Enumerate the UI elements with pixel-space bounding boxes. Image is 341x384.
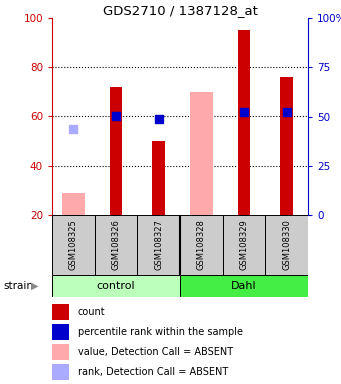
Text: control: control — [97, 281, 135, 291]
Text: Dahl: Dahl — [231, 281, 257, 291]
Text: rank, Detection Call = ABSENT: rank, Detection Call = ABSENT — [78, 367, 228, 377]
Text: GSM108327: GSM108327 — [154, 220, 163, 270]
Point — [284, 109, 290, 115]
Bar — [152, 141, 165, 215]
Bar — [52, 275, 180, 297]
Bar — [265, 215, 308, 275]
Text: GSM108325: GSM108325 — [69, 220, 78, 270]
Bar — [52, 344, 69, 360]
Bar — [52, 304, 69, 320]
Text: GSM108329: GSM108329 — [239, 220, 249, 270]
Point — [113, 113, 119, 119]
Point — [71, 126, 76, 132]
Text: value, Detection Call = ABSENT: value, Detection Call = ABSENT — [78, 347, 233, 357]
Text: GSM108330: GSM108330 — [282, 220, 291, 270]
Bar — [95, 215, 137, 275]
Bar — [137, 215, 180, 275]
Bar — [62, 193, 85, 215]
Point — [241, 109, 247, 115]
Point — [156, 116, 161, 122]
Bar — [280, 77, 293, 215]
Bar — [238, 30, 250, 215]
Text: count: count — [78, 307, 105, 317]
Bar — [52, 364, 69, 380]
Bar — [52, 215, 95, 275]
Bar — [109, 87, 122, 215]
Bar — [180, 275, 308, 297]
Text: strain: strain — [3, 281, 33, 291]
Bar — [180, 215, 223, 275]
Text: ▶: ▶ — [31, 281, 38, 291]
Bar — [52, 324, 69, 340]
Title: GDS2710 / 1387128_at: GDS2710 / 1387128_at — [103, 4, 257, 17]
Text: GSM108326: GSM108326 — [112, 220, 120, 270]
Text: percentile rank within the sample: percentile rank within the sample — [78, 327, 243, 337]
Bar — [223, 215, 265, 275]
Bar — [190, 92, 213, 215]
Text: GSM108328: GSM108328 — [197, 220, 206, 270]
